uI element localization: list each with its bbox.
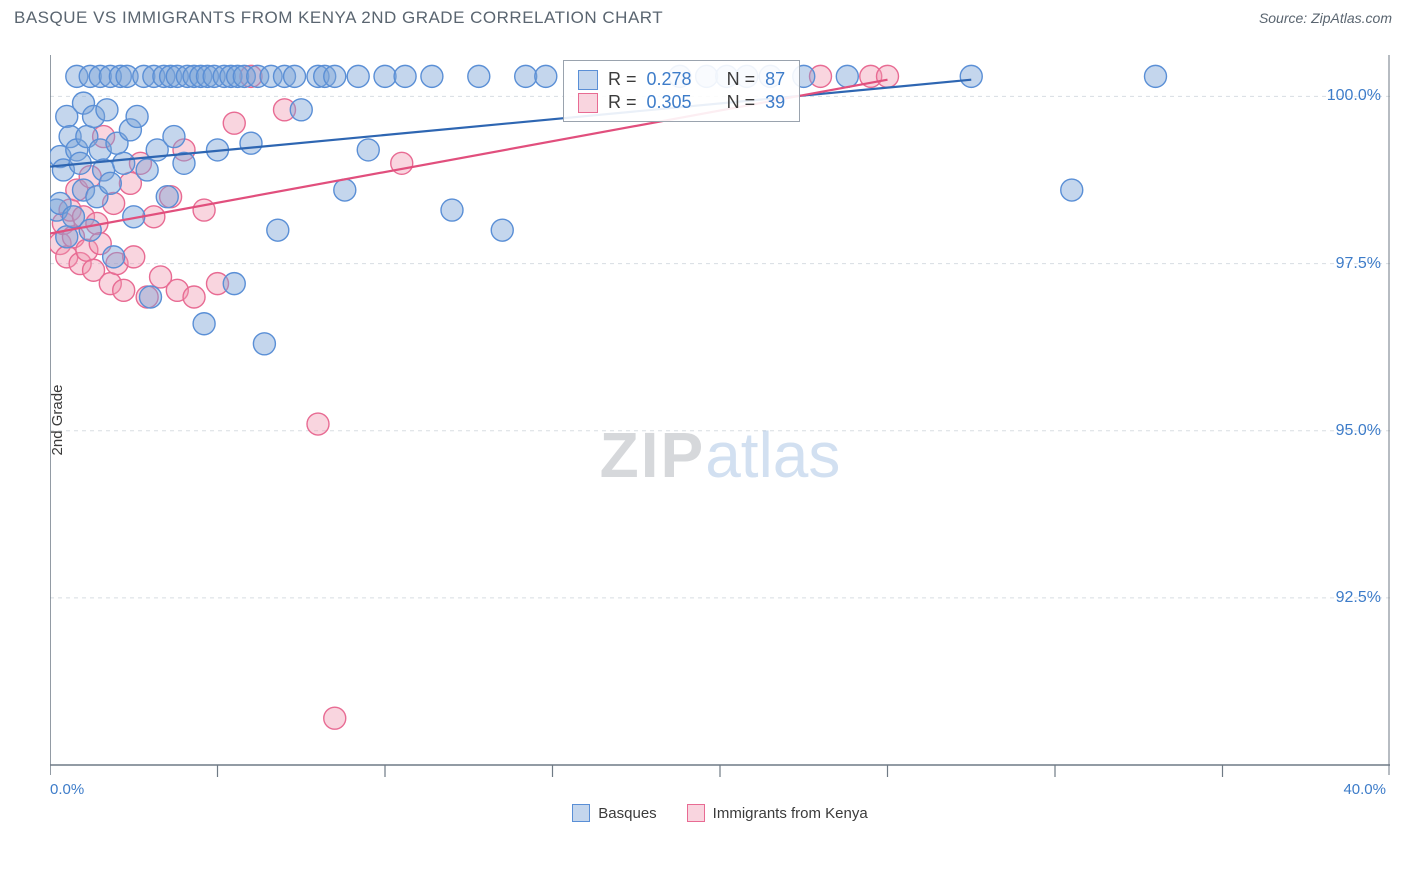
- x-max-label: 40.0%: [1343, 781, 1386, 798]
- legend-square: [578, 70, 598, 90]
- r-label: R =: [608, 92, 637, 113]
- legend-square: [578, 93, 598, 113]
- r-label: R =: [608, 69, 637, 90]
- r-legend-row: R = 0.278 N = 87: [578, 69, 785, 90]
- correlation-legend: R = 0.278 N = 87R = 0.305 N = 39: [563, 60, 800, 122]
- n-label: N =: [727, 69, 756, 90]
- n-value: 87: [765, 69, 785, 90]
- chart-area: ZIPatlas R = 0.278 N = 87R = 0.305 N = 3…: [50, 55, 1390, 825]
- n-label: N =: [727, 92, 756, 113]
- r-value: 0.305: [647, 92, 692, 113]
- r-value: 0.278: [647, 69, 692, 90]
- source-label: Source: ZipAtlas.com: [1259, 10, 1392, 26]
- x-axis-range-labels: 0.0% 40.0%: [50, 781, 1390, 798]
- r-legend-row: R = 0.305 N = 39: [578, 92, 785, 113]
- x-min-label: 0.0%: [50, 781, 84, 798]
- scatter-plot: [50, 55, 1390, 825]
- header: BASQUE VS IMMIGRANTS FROM KENYA 2ND GRAD…: [0, 0, 1406, 34]
- n-value: 39: [765, 92, 785, 113]
- chart-title: BASQUE VS IMMIGRANTS FROM KENYA 2ND GRAD…: [14, 8, 663, 28]
